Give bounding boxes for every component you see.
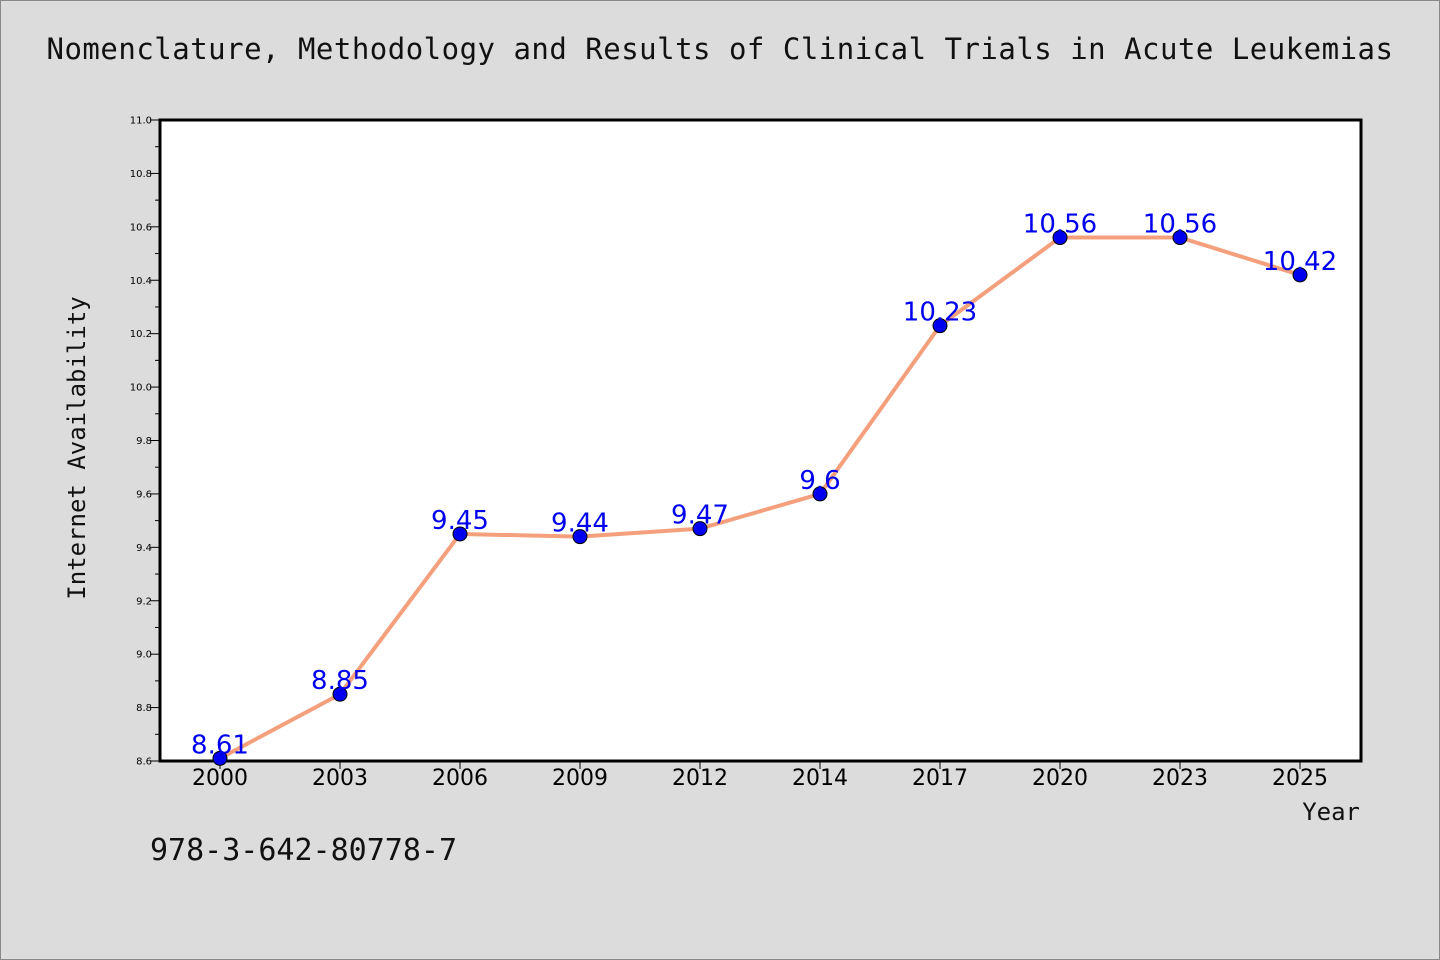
y-axis-label: Internet Availability — [63, 296, 91, 599]
y-tick-label: 9.4 — [136, 543, 152, 554]
y-tick-label: 8.6 — [136, 757, 152, 768]
y-tick-label: 9.8 — [136, 436, 152, 447]
footnote-isbn: 978-3-642-80778-7 — [150, 833, 458, 868]
x-tick-label: 2020 — [1032, 766, 1088, 791]
data-point — [572, 529, 588, 545]
x-tick-label: 2006 — [432, 766, 488, 791]
series-line — [218, 235, 1302, 761]
data-label: 10.42 — [1263, 247, 1337, 277]
x-tick-label: 2012 — [672, 766, 728, 791]
data-point — [332, 686, 348, 702]
data-point — [1052, 230, 1068, 246]
x-axis-label: Year — [1302, 798, 1360, 826]
x-tick-label: 2003 — [312, 766, 368, 791]
y-tick-label: 9.0 — [136, 650, 152, 661]
x-tick-label: 2009 — [552, 766, 608, 791]
y-tick-label: 8.8 — [136, 703, 152, 714]
data-point — [1292, 267, 1308, 283]
y-tick-label: 11.0 — [130, 116, 152, 127]
data-point — [932, 318, 948, 334]
data-point — [212, 750, 228, 766]
x-tick-label: 2025 — [1272, 766, 1328, 791]
data-label: 9.47 — [671, 501, 729, 531]
data-label: 8.61 — [191, 730, 249, 760]
plot-area — [158, 118, 1363, 763]
data-label: 10.56 — [1023, 210, 1097, 240]
data-point — [692, 521, 708, 537]
data-label: 9.44 — [551, 509, 609, 539]
data-label: 10.23 — [903, 298, 977, 328]
y-axis: 8.6 8.8 9.0 9.2 9.4 9.6 9.8 10.0 10.2 10.4 10.6 10.… — [130, 116, 160, 768]
chart-title: Nomenclature, Methodology and Results of… — [46, 32, 1394, 66]
data-label: 9.45 — [431, 506, 489, 536]
data-point — [812, 486, 828, 502]
y-tick-label: 9.6 — [136, 489, 152, 500]
data-label: 9.6 — [799, 466, 840, 496]
y-tick-label: 10.4 — [130, 276, 152, 287]
y-tick-label: 10.6 — [130, 222, 152, 233]
data-label: 10.56 — [1143, 210, 1217, 240]
x-tick-label: 2017 — [912, 766, 968, 791]
y-tick-label: 9.2 — [136, 596, 152, 607]
y-tick-label: 10.8 — [130, 169, 152, 180]
data-point — [1172, 230, 1188, 246]
x-tick-label: 2000 — [192, 766, 248, 791]
x-tick-label: 2014 — [792, 766, 848, 791]
y-tick-label: 10.2 — [130, 329, 152, 340]
data-label: 8.85 — [311, 666, 369, 696]
x-axis: 2000 2003 2006 2009 2012 2014 2017 2020 2023 2025 — [192, 761, 1328, 791]
data-point — [452, 526, 468, 542]
series-layer: 8.61 8.85 9.45 9.44 9.47 9.6 10.23 10.56 10.56 10… — [191, 210, 1337, 766]
x-tick-label: 2023 — [1152, 766, 1208, 791]
y-tick-label: 10.0 — [130, 383, 152, 394]
